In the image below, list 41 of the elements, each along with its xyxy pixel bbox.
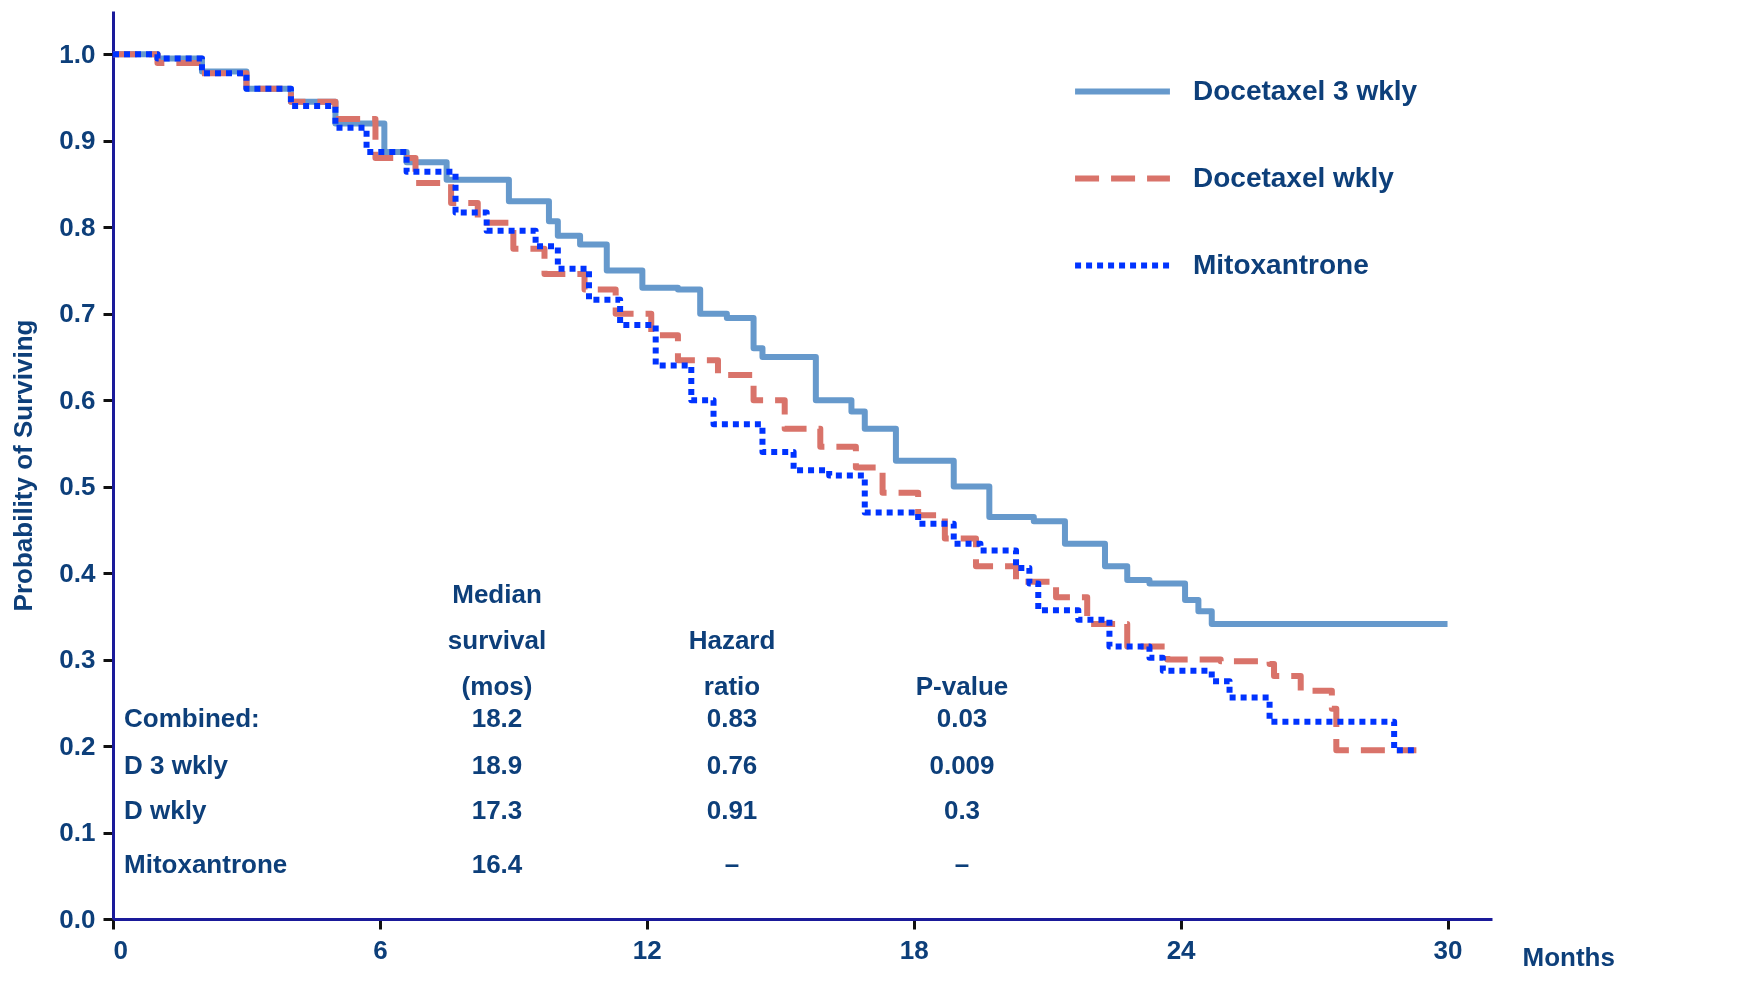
y-tick-label: 0.3 (59, 644, 96, 675)
annotation: 0.76 (706, 750, 758, 780)
annotation: 0.83 (706, 703, 758, 733)
annotation: – (724, 849, 740, 879)
y-tick-label: 0.6 (59, 384, 96, 415)
y-axis-title: Probability of Surviving (8, 319, 39, 612)
y-tick-label: 0.1 (59, 817, 96, 848)
y-tick-label: 0.4 (59, 557, 97, 588)
annotation: 0.009 (929, 750, 995, 780)
y-tick-label: 0.8 (59, 211, 96, 242)
x-axis-title: Months (1522, 941, 1615, 972)
annotation: 18.2 (471, 703, 523, 733)
y-tick-label: 0.0 (59, 903, 96, 934)
annotation: Combined: (124, 703, 260, 733)
annotation: Mitoxantrone (124, 849, 288, 879)
x-tick-label: 30 (1433, 934, 1463, 965)
annotation: P-value (915, 671, 1009, 701)
annotation: 0.3 (943, 795, 981, 825)
annotation: 0.91 (706, 795, 758, 825)
x-tick-label: 24 (1166, 934, 1197, 965)
annotation: 17.3 (471, 795, 523, 825)
y-tick-label: 0.9 (59, 125, 96, 156)
annotation: 16.4 (471, 849, 523, 879)
x-tick-label: 0 (113, 934, 128, 965)
y-tick-label: 1.0 (59, 38, 96, 69)
annotation: 18.9 (471, 750, 523, 780)
x-tick-label: 18 (899, 934, 929, 965)
annotation: Hazard ratio (688, 625, 776, 701)
legend-label: Mitoxantrone (1193, 248, 1369, 280)
x-tick-label: 12 (632, 934, 662, 965)
annotation: D 3 wkly (124, 750, 229, 780)
y-tick-label: 0.2 (59, 730, 96, 761)
annotation: D wkly (124, 795, 207, 825)
annotation: Median survival (mos) (447, 579, 547, 701)
legend-label: Docetaxel 3 wkly (1193, 74, 1418, 106)
annotation: – (954, 849, 970, 879)
legend-label: Docetaxel wkly (1193, 161, 1395, 193)
y-tick-label: 0.5 (59, 471, 96, 502)
x-tick-label: 6 (373, 934, 388, 965)
y-tick-label: 0.7 (59, 298, 96, 329)
annotation: 0.03 (936, 703, 988, 733)
